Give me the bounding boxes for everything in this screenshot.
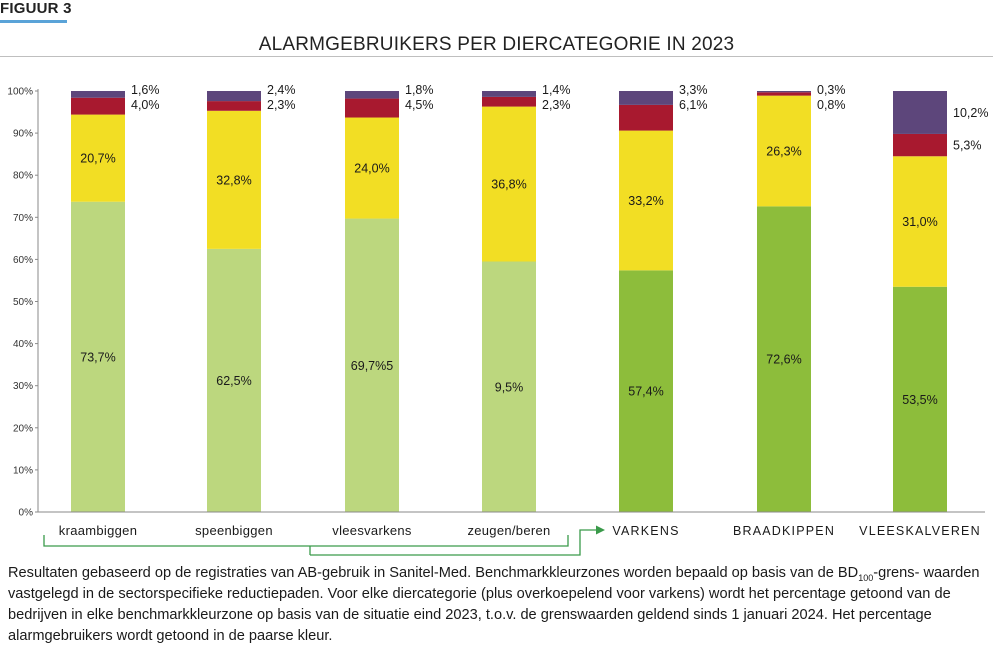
x-axis: kraambiggen speenbiggen vleesvarkens zeugen… bbox=[38, 511, 985, 538]
data-labels: 73,7%20,7%1,6%4,0%62,5%32,8%2,4%2,3%69,7… bbox=[80, 83, 988, 407]
y-tick-label: 90% bbox=[13, 129, 33, 140]
yellow-segment bbox=[207, 110, 261, 249]
data-label: 20,7% bbox=[80, 152, 115, 166]
caption-text-2: -grens- waarden vastgelegd in de sectors… bbox=[8, 565, 980, 644]
purple-segment bbox=[71, 91, 125, 98]
yellow-segment bbox=[619, 130, 673, 271]
green-segment bbox=[893, 286, 947, 512]
data-label: 9,5% bbox=[495, 380, 524, 394]
x-category-label: BRAADKIPPEN bbox=[733, 524, 835, 538]
green-segment bbox=[345, 218, 399, 513]
data-label: 36,8% bbox=[491, 178, 526, 192]
data-label: 0,8% bbox=[817, 98, 846, 112]
y-tick-label: 80% bbox=[13, 171, 33, 182]
data-label: 1,4% bbox=[542, 83, 571, 97]
green-segment bbox=[71, 201, 125, 512]
green-segment bbox=[619, 270, 673, 512]
stacked-bar-chart: 0% 10% 20% 30% 40% 50% 60% 70% 80% 90% 100% 73,7% 2… bbox=[7, 83, 988, 556]
yellow-segment bbox=[482, 106, 536, 262]
data-label: 72,6% bbox=[766, 353, 801, 367]
purple-segment bbox=[893, 91, 947, 134]
connector bbox=[43, 525, 605, 556]
y-tick-label: 100% bbox=[7, 87, 33, 98]
purple-segment bbox=[345, 91, 399, 99]
data-label: 73,7% bbox=[80, 350, 115, 364]
red-segment bbox=[207, 101, 261, 111]
red-segment bbox=[757, 92, 811, 96]
connector-line bbox=[310, 529, 596, 556]
purple-segment bbox=[207, 91, 261, 102]
data-label: 1,6% bbox=[131, 83, 160, 97]
y-tick-label: 20% bbox=[13, 423, 33, 434]
y-tick-label: 10% bbox=[13, 465, 33, 476]
title-rule bbox=[0, 56, 993, 57]
x-category-label: zeugen/beren bbox=[467, 523, 550, 538]
bars bbox=[71, 91, 947, 513]
green-segment bbox=[757, 206, 811, 512]
red-segment bbox=[345, 98, 399, 118]
chart-title: ALARMGEBRUIKERS PER DIERCATEGORIE IN 202… bbox=[258, 34, 735, 55]
data-label: 69,7%5 bbox=[351, 359, 393, 373]
red-segment bbox=[619, 104, 673, 131]
data-label: 1,8% bbox=[405, 83, 434, 97]
y-axis: 0% 10% 20% 30% 40% 50% 60% 70% 80% 90% 100% bbox=[7, 87, 39, 519]
data-label: 31,0% bbox=[902, 215, 937, 229]
yellow-segment bbox=[893, 156, 947, 287]
green-segment bbox=[482, 261, 536, 512]
data-label: 0,3% bbox=[817, 83, 846, 97]
x-category-label: VARKENS bbox=[612, 524, 679, 538]
arrow-head-icon bbox=[596, 525, 605, 535]
data-label: 62,5% bbox=[216, 374, 251, 388]
data-label: 2,4% bbox=[267, 83, 296, 97]
data-label: 4,0% bbox=[131, 98, 160, 112]
yellow-segment bbox=[757, 95, 811, 207]
y-tick-label: 40% bbox=[13, 339, 33, 350]
y-tick-label: 30% bbox=[13, 381, 33, 392]
yellow-segment bbox=[71, 114, 125, 202]
purple-segment bbox=[757, 91, 811, 93]
red-segment bbox=[482, 96, 536, 107]
caption: Resultaten gebaseerd op de registraties … bbox=[8, 563, 983, 647]
data-label: 2,3% bbox=[542, 98, 571, 112]
caption-text-1: Resultaten gebaseerd op de registraties … bbox=[8, 565, 859, 581]
green-segment bbox=[207, 248, 261, 512]
data-label: 5,3% bbox=[953, 139, 982, 153]
x-category-label: speenbiggen bbox=[195, 523, 273, 538]
data-label: 2,3% bbox=[267, 98, 296, 112]
caption-subscript: 100 bbox=[858, 572, 874, 583]
x-category-label: kraambiggen bbox=[59, 523, 137, 538]
figure-label-rule bbox=[0, 20, 67, 23]
data-label: 6,1% bbox=[679, 98, 708, 112]
y-tick-label: 60% bbox=[13, 255, 33, 266]
red-segment bbox=[71, 97, 125, 115]
data-label: 53,5% bbox=[902, 393, 937, 407]
purple-segment bbox=[482, 91, 536, 97]
y-tick-label: 0% bbox=[19, 508, 34, 519]
y-tick-label: 50% bbox=[13, 297, 33, 308]
y-tick-label: 70% bbox=[13, 213, 33, 224]
data-label: 4,5% bbox=[405, 98, 434, 112]
data-label: 3,3% bbox=[679, 83, 708, 97]
x-category-label: VLEESKALVEREN bbox=[859, 524, 981, 538]
data-label: 32,8% bbox=[216, 173, 251, 187]
data-label: 26,3% bbox=[766, 144, 801, 158]
data-label: 57,4% bbox=[628, 385, 663, 399]
purple-segment bbox=[619, 91, 673, 105]
figure-label: FIGUUR 3 bbox=[0, 0, 72, 17]
data-label: 10,2% bbox=[953, 106, 988, 120]
yellow-segment bbox=[345, 117, 399, 219]
x-category-label: vleesvarkens bbox=[332, 523, 412, 538]
connector-bracket bbox=[43, 535, 569, 547]
data-label: 33,2% bbox=[628, 194, 663, 208]
red-segment bbox=[893, 133, 947, 157]
data-label: 24,0% bbox=[354, 162, 389, 176]
